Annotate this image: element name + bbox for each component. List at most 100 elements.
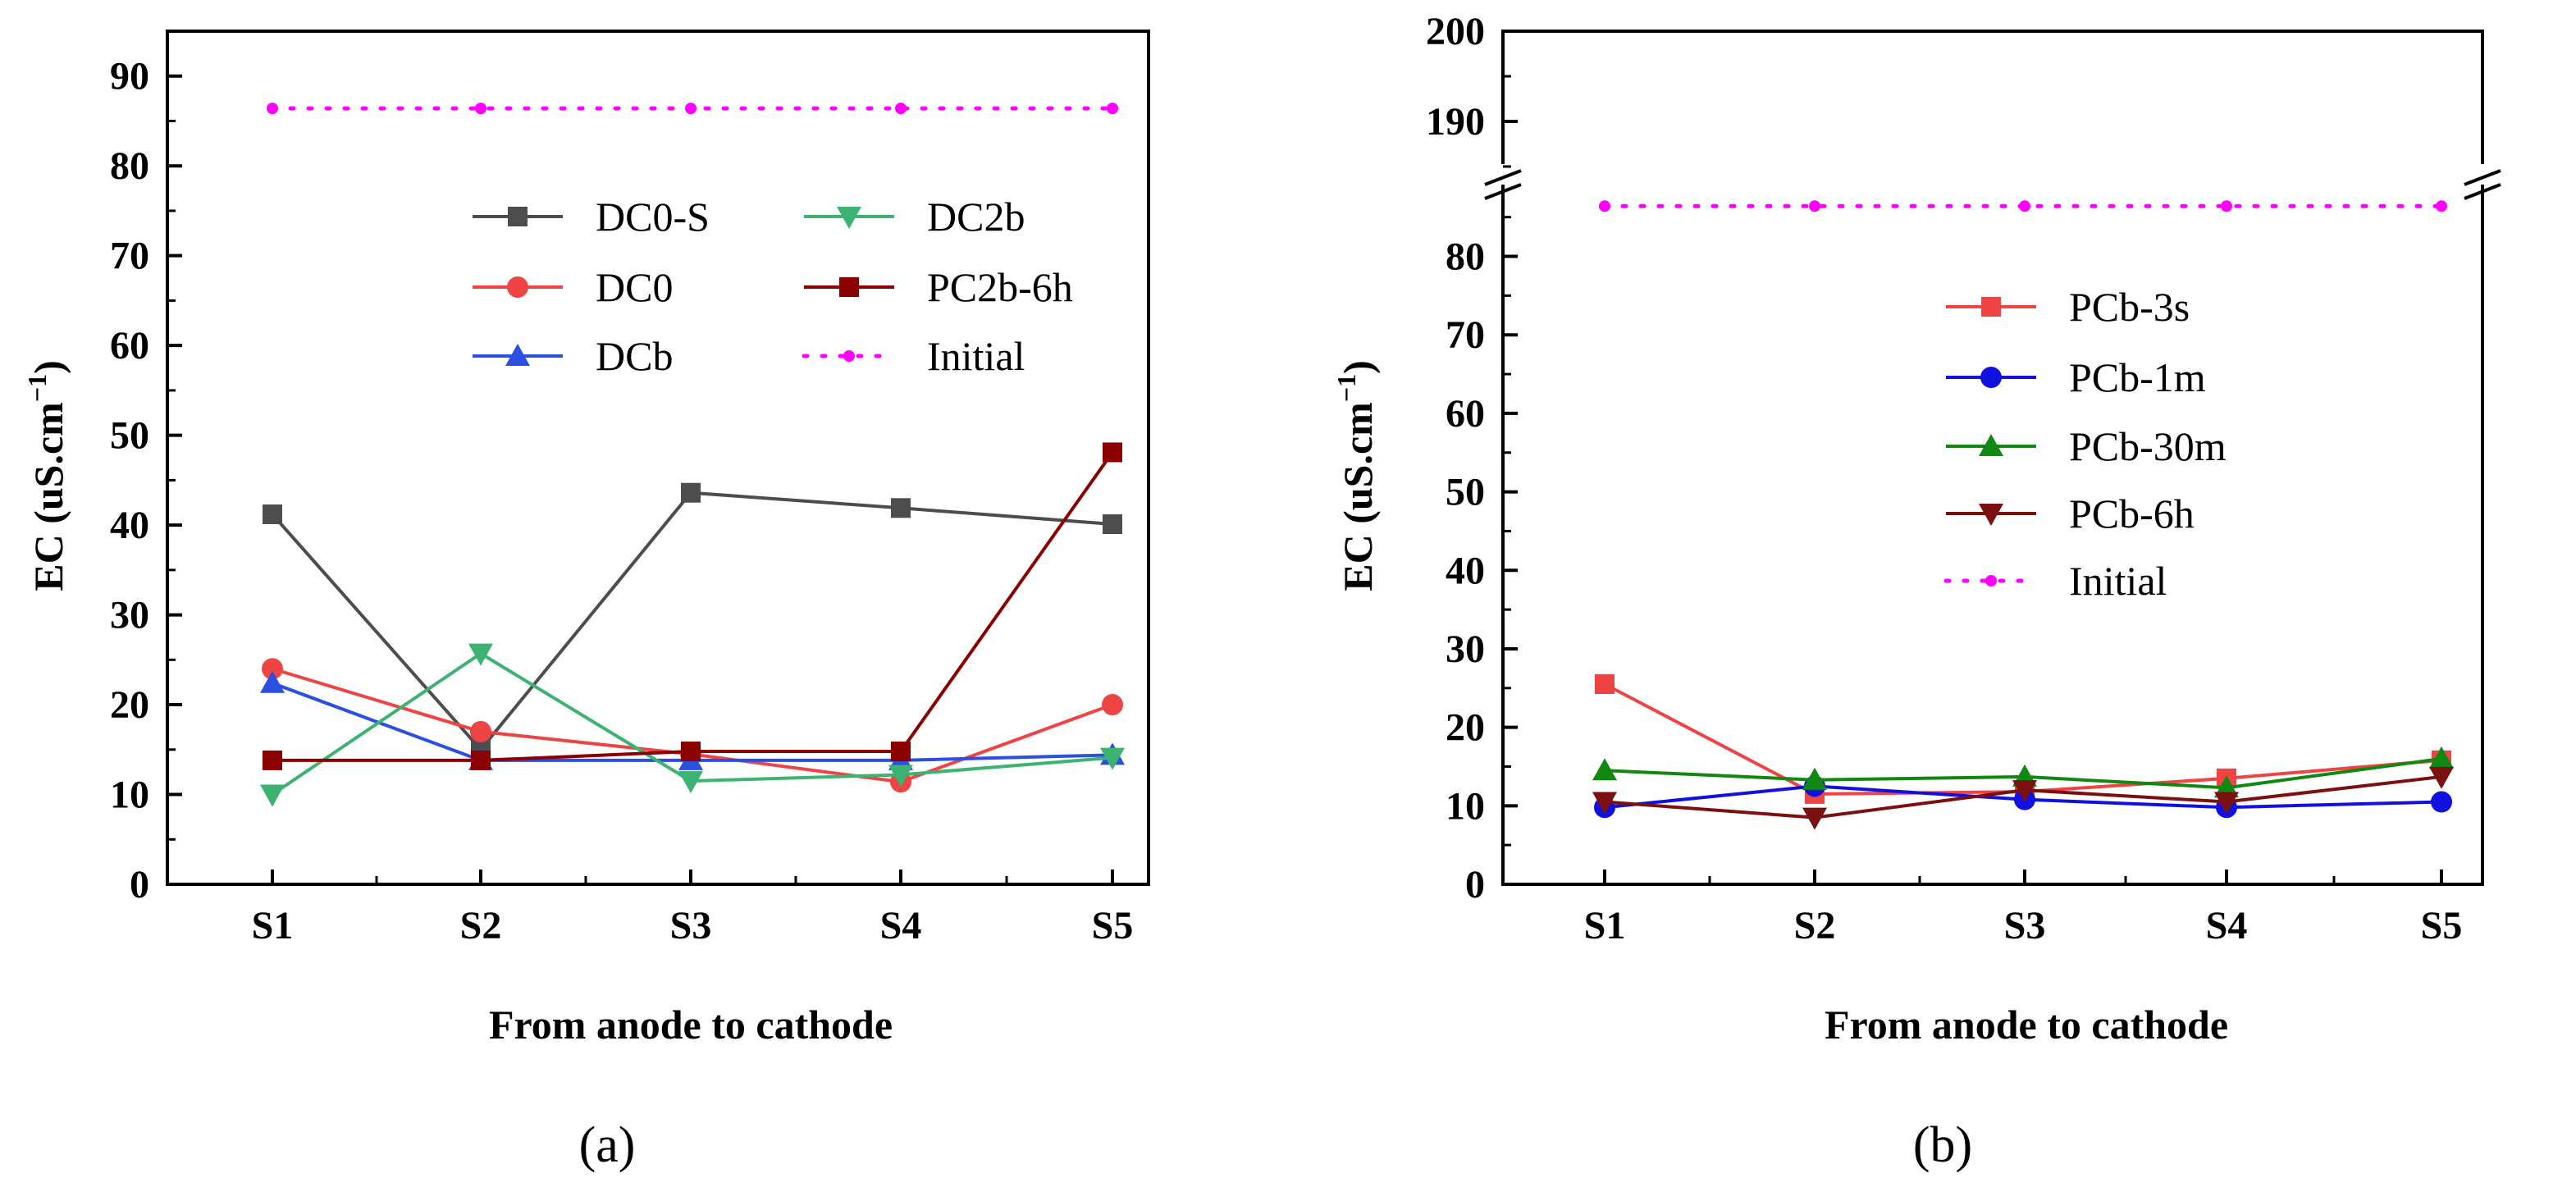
chart-a-series-dc0-s-point-s1	[263, 504, 282, 524]
chart-b-y-tick-label-70: 70	[1446, 313, 1485, 357]
chart-a-series-initial-point-s1	[267, 103, 278, 115]
chart-a-series-pc2b-6h-point-s5	[1103, 442, 1122, 463]
chart-a-x-tick-label-s1: S1	[252, 904, 294, 947]
chart-b-legend: PCb-3s PCb-1m PCb-30m PCb-6h Initial	[1943, 284, 2227, 604]
chart-a-series-initial-point-s3	[685, 103, 697, 115]
chart-a-series-initial-point-s5	[1107, 103, 1118, 115]
chart-a-legend-pc2b-6h-swatch-marker	[839, 277, 859, 297]
chart-b-y-tick-label-0: 0	[1465, 863, 1485, 906]
chart-b-panel-label: (b)	[1913, 1117, 1972, 1173]
chart-b-y-tick-label-80: 80	[1446, 235, 1485, 279]
chart-b-series-pcb-30m-point-s5	[2429, 746, 2454, 769]
chart-a-series-pc2b-6h-point-s2	[471, 750, 491, 770]
chart-b-series-pcb-30m-point-s2	[1802, 767, 1827, 790]
chart-b-series-pcb-6h-point-s5	[2429, 766, 2454, 789]
chart-b-y-tick-label-20: 20	[1446, 706, 1485, 750]
chart-a-y-axis-label-main: EC (uS.cm	[25, 402, 71, 591]
chart-a-x-tick-label-s5: S5	[1092, 904, 1134, 947]
chart-b-series-pcb-6h-point-s4	[2214, 792, 2239, 815]
chart-b-series-pcb-3s-point-s1	[1595, 674, 1615, 695]
chart-a-x-tick-label-s3: S3	[670, 904, 712, 947]
chart-a-legend-initial-swatch-marker	[843, 350, 855, 362]
chart-b-axis-break-marks	[1484, 169, 2501, 200]
chart-b-x-tick-label-s4: S4	[2206, 904, 2248, 947]
chart-b: 0 10 20 30 40 50 60 70 80 190 200 S1 S2 S3 S4 S5 PCb-3s…	[1331, 10, 2501, 1173]
chart-a-x-axis-label: From anode to cathode	[489, 1002, 893, 1048]
chart-b-ticks: 0 10 20 30 40 50 60 70 80 190 200 S1 S2 S3 S4 S5	[1426, 10, 2462, 947]
chart-a-series-dc2b-point-s3	[678, 771, 703, 794]
chart-b-series-pcb-30m-point-s1	[1592, 758, 1617, 781]
chart-a-x-tick-label-s4: S4	[880, 904, 922, 947]
chart-a-legend-dcb-swatch-marker	[505, 344, 530, 366]
chart-a-panel-label: (a)	[579, 1117, 636, 1173]
chart-a-ticks: 0 10 20 30 40 50 60 70 80 90 S1 S2 S3 S4 S5	[110, 30, 1134, 947]
chart-a-legend-dc0-swatch-marker	[507, 276, 528, 298]
chart-a-legend-dc2b-label: DC2b	[927, 194, 1025, 240]
chart-a-series-dc0-point-s5	[1102, 694, 1123, 716]
chart-b-series-initial-point-s4	[2221, 200, 2232, 212]
chart-a-series-dc0-s-point-s3	[681, 482, 701, 503]
chart-a-legend-initial-label: Initial	[927, 333, 1025, 379]
chart-b-legend-pcb-6h-label: PCb-6h	[2069, 491, 2195, 536]
chart-a-series	[260, 103, 1125, 807]
chart-b-y-axis-label-close: )	[1335, 360, 1381, 374]
chart-b-legend-pcb-30m-swatch-marker	[1979, 434, 2003, 456]
chart-b-series-initial-point-s1	[1599, 200, 1610, 212]
chart-b-legend-pcb-30m-label: PCb-30m	[2069, 423, 2227, 469]
chart-a-y-tick-label-80: 80	[110, 144, 149, 188]
chart-a-series-pc2b-6h-point-s3	[681, 741, 701, 761]
chart-b-legend-pcb-1m-label: PCb-1m	[2069, 354, 2206, 400]
chart-b-series-initial-point-s5	[2436, 200, 2447, 212]
chart-a-y-tick-label-20: 20	[110, 683, 149, 727]
chart-b-y-tick-label-190: 190	[1426, 100, 1485, 144]
chart-a-y-tick-label-0: 0	[130, 863, 149, 906]
chart-b-y-axis-label: EC (uS.cm−1)	[1331, 360, 1381, 591]
chart-b-y-tick-label-200: 200	[1426, 10, 1485, 53]
chart-b-y-tick-label-30: 30	[1446, 628, 1485, 671]
chart-a-series-dc2b-point-s1	[260, 784, 285, 807]
chart-b-series-pcb-6h-point-s2	[1802, 807, 1827, 830]
chart-a-legend-dc0-s-label: DC0-S	[596, 194, 710, 240]
chart-a-y-tick-label-30: 30	[110, 594, 149, 637]
chart-b-series-pcb-6h-point-s3	[2012, 780, 2037, 803]
chart-a-legend-dcb-label: DCb	[596, 333, 673, 379]
chart-a-y-tick-label-10: 10	[110, 774, 149, 817]
chart-a-series-pc2b-6h-point-s1	[263, 750, 282, 770]
chart-a-series-dc0-s-point-s5	[1103, 514, 1122, 535]
chart-a-y-tick-label-70: 70	[110, 235, 149, 278]
chart-b-series	[1592, 200, 2454, 830]
chart-a-series-pc2b-6h-point-s4	[891, 741, 911, 761]
chart-a-series-dc0-point-s1	[262, 658, 283, 680]
chart-a-series-dc0-s-point-s4	[891, 498, 911, 518]
chart-b-x-axis-label: From anode to cathode	[1825, 1002, 2228, 1048]
chart-a-legend-dc0-s-swatch-marker	[508, 207, 528, 226]
chart-b-series-initial-point-s3	[2019, 200, 2030, 212]
chart-a-series-initial-point-s2	[475, 103, 486, 115]
chart-a-series-dc2b-point-s4	[888, 765, 913, 787]
chart-a-x-tick-label-s2: S2	[460, 904, 502, 947]
chart-b-legend-pcb-3s-label: PCb-3s	[2069, 284, 2190, 330]
chart-b-x-tick-label-s1: S1	[1584, 904, 1626, 947]
chart-a-y-tick-label-40: 40	[110, 504, 149, 547]
chart-a-series-dcb-point-s1	[260, 670, 285, 693]
chart-b-frame	[1501, 30, 2484, 886]
chart-a-y-tick-label-50: 50	[110, 414, 149, 458]
chart-a-y-tick-label-60: 60	[110, 324, 149, 367]
chart-b-legend-pcb-1m-swatch-marker	[1980, 367, 2002, 388]
chart-b-y-tick-label-10: 10	[1446, 784, 1485, 828]
chart-a-y-tick-label-90: 90	[110, 55, 149, 98]
chart-b-y-tick-label-40: 40	[1446, 549, 1485, 592]
chart-b-series-pcb-1m-point-s5	[2431, 791, 2452, 813]
chart-b-legend-pcb-3s-swatch-marker	[1981, 297, 2001, 317]
chart-a-y-axis-label: EC (uS.cm−1)	[22, 360, 71, 591]
chart-b-legend-pcb-6h-swatch-marker	[1979, 504, 2003, 526]
chart-a-series-dc0-point-s2	[470, 720, 491, 742]
chart-a-legend-dc2b-swatch-marker	[837, 207, 861, 229]
chart-a-series-dc2b-point-s2	[468, 643, 493, 666]
chart-b-series-pcb-6h-point-s1	[1592, 792, 1617, 815]
chart-b-legend-initial-label: Initial	[2069, 558, 2167, 604]
chart-a-y-axis-label-sup: −1	[22, 374, 52, 402]
chart-a-series-initial-point-s4	[895, 103, 907, 115]
